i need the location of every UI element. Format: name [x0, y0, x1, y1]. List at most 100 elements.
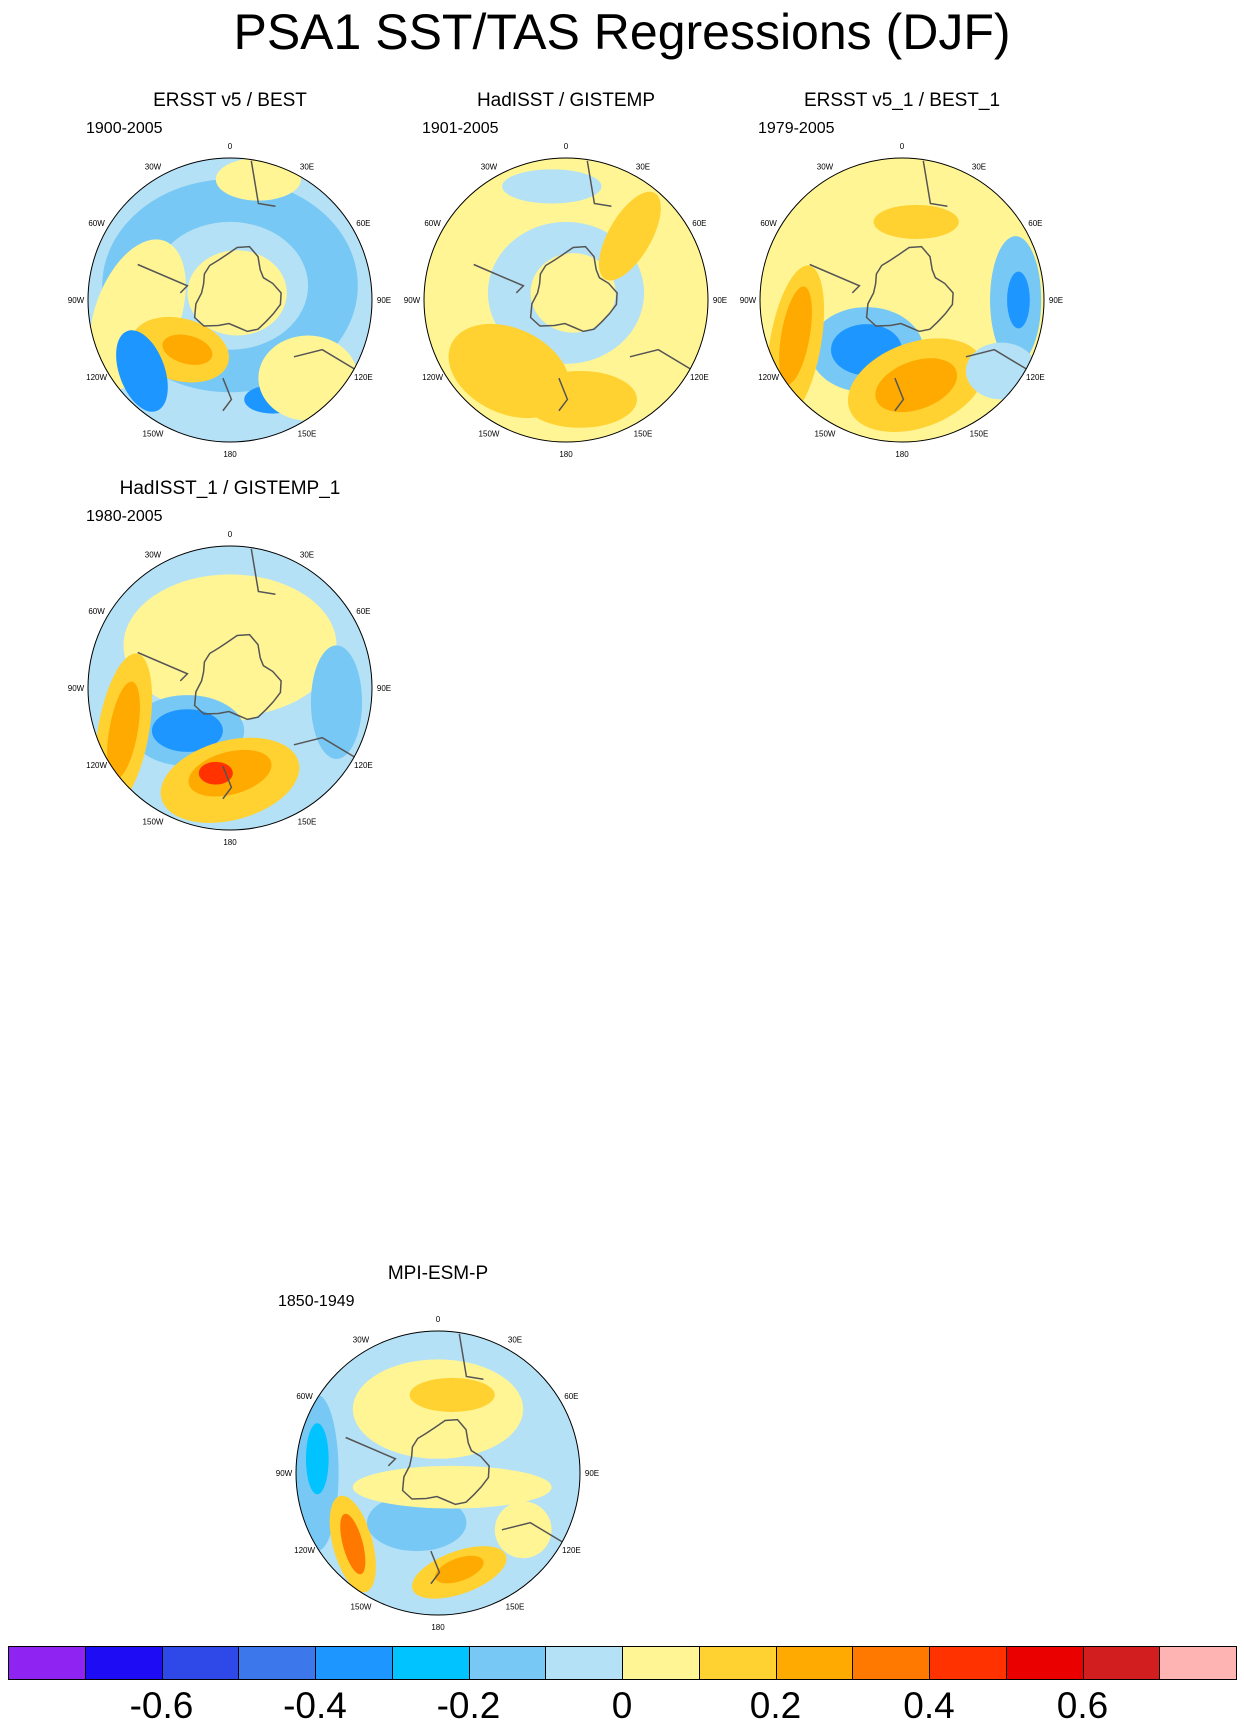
- longitude-label: 120W: [86, 761, 107, 770]
- longitude-label: 0: [228, 530, 233, 539]
- coastline: [345, 1436, 397, 1467]
- anomaly-contour: [409, 1377, 495, 1412]
- longitude-label: 30W: [817, 163, 834, 172]
- colorbar-box: [1005, 1646, 1084, 1680]
- longitude-label: 150E: [298, 817, 317, 826]
- colorbar-tick-label: -0.2: [436, 1685, 501, 1726]
- colorbar-box: [929, 1646, 1007, 1680]
- longitude-label: 120W: [758, 373, 779, 382]
- anomaly-contour: [779, 286, 812, 385]
- longitude-label: 150E: [298, 429, 317, 438]
- anomaly-contour: [258, 335, 358, 421]
- longitude-label: 60E: [564, 1392, 578, 1401]
- longitude-label: 120E: [562, 1546, 581, 1555]
- longitude-label: 120E: [1026, 373, 1045, 382]
- longitude-label: 30E: [972, 163, 986, 172]
- map-border: [87, 157, 373, 443]
- longitude-label: 60E: [356, 219, 370, 228]
- map-panel-mpi-esm-p: MPI-ESM-P 1850-1949 0 30E 60E 90E 120E 150E 18…: [258, 1263, 618, 1663]
- coastline: [922, 160, 948, 208]
- map-panel-hadisst-1-gistemp-1: HadISST_1 / GISTEMP_1 1980-2005 0 30E 60E 9…: [50, 478, 410, 878]
- longitude-label: 150E: [970, 429, 989, 438]
- colorbar-tick-label: 0.2: [749, 1685, 802, 1726]
- colorbar-box: [315, 1646, 393, 1680]
- coastline: [250, 548, 276, 596]
- anomaly-contour: [305, 1423, 329, 1495]
- panel-title: ERSST v5 / BEST: [153, 90, 307, 111]
- longitude-label: 90W: [68, 296, 85, 305]
- map-panel-ersst-1-best-1: ERSST v5_1 / BEST_1 1979-2005 0 30E 60E 90E…: [722, 90, 1082, 490]
- longitude-label: 150E: [634, 429, 653, 438]
- colorbar-box: [161, 1646, 240, 1680]
- polar-map: 0 30E 60E 90E 120E 150E 180 150W 120W 90W 60W 30W: [276, 1315, 599, 1632]
- longitude-label: 30W: [481, 163, 498, 172]
- anomaly-contour: [162, 334, 213, 365]
- colorbar-tick-label: -0.4: [283, 1685, 347, 1726]
- polar-map: 0 30E 60E 90E 120E 150E 180 150W 120W 90W 60W 30W: [404, 142, 727, 459]
- longitude-label: 180: [223, 838, 237, 847]
- colorbar-tick-label: 0.6: [1056, 1685, 1109, 1726]
- polar-map: 0 30E 60E 90E 120E 150E 180 150W 120W 90W 60W 30W: [68, 142, 391, 459]
- map-panel-ersst-best: ERSST v5 / BEST 1900-2005 0 30E 60E 90E 120E…: [50, 90, 410, 490]
- colorbar-box: [622, 1646, 700, 1680]
- colorbar-box: [1159, 1646, 1237, 1680]
- antarctica-coastline: [865, 245, 954, 333]
- longitude-label: 0: [228, 142, 233, 151]
- coastline: [430, 1550, 441, 1585]
- longitude-label: 60E: [1028, 219, 1042, 228]
- coastline: [137, 651, 189, 682]
- longitude-label: 120E: [354, 761, 373, 770]
- longitude-label: 120W: [86, 373, 107, 382]
- anomaly-contour: [340, 1513, 366, 1575]
- polar-map: 0 30E 60E 90E 120E 150E 180 150W 120W 90W 60W 30W: [740, 142, 1063, 459]
- longitude-label: 60E: [356, 607, 370, 616]
- antarctica-coastline: [193, 633, 282, 721]
- coastline: [458, 1333, 484, 1381]
- longitude-label: 30E: [300, 551, 314, 560]
- longitude-label: 30W: [145, 551, 162, 560]
- longitude-label: 180: [895, 450, 909, 459]
- panel-title: HadISST / GISTEMP: [476, 90, 656, 111]
- colorbar-box: [775, 1646, 854, 1680]
- map-border: [423, 157, 709, 443]
- anomaly-contour: [151, 709, 223, 752]
- anomaly-contour: [523, 371, 637, 428]
- longitude-label: 120E: [690, 373, 709, 382]
- longitude-label: 0: [436, 1315, 441, 1324]
- longitude-label: 150W: [815, 429, 836, 438]
- colorbar-box: [391, 1646, 470, 1680]
- coastline: [586, 160, 612, 208]
- map-panel-hadisst-gistemp: HadISST / GISTEMP 1901-2005 0 30E 60E 90E 12…: [386, 90, 746, 490]
- longitude-label: 150E: [506, 1602, 525, 1611]
- anomaly-contour: [502, 169, 602, 204]
- longitude-label: 150W: [351, 1602, 372, 1611]
- longitude-label: 180: [431, 1623, 445, 1632]
- anomaly-contour: [434, 1555, 484, 1584]
- panel-period: 1850-1949: [278, 1293, 355, 1310]
- anomaly-contour: [875, 358, 958, 413]
- colorbar-box: [1082, 1646, 1161, 1680]
- coastline: [629, 348, 695, 372]
- longitude-label: 90E: [377, 296, 391, 305]
- figure-title: PSA1 SST/TAS Regressions (DJF): [233, 4, 1011, 60]
- anomaly-contour: [530, 253, 616, 333]
- colorbar-tick-label: -0.6: [129, 1685, 194, 1726]
- anomaly-contour: [598, 191, 661, 281]
- colorbar-box: [84, 1646, 163, 1680]
- anomaly-contour: [965, 342, 1037, 400]
- longitude-label: 30W: [353, 1336, 370, 1345]
- longitude-label: 60W: [296, 1392, 313, 1401]
- longitude-label: 120W: [294, 1546, 315, 1555]
- panel-period: 1901-2005: [422, 120, 499, 137]
- longitude-label: 90W: [276, 1469, 293, 1478]
- anomaly-contour: [116, 330, 168, 412]
- colorbar-box: [468, 1646, 547, 1680]
- anomaly-contour: [310, 645, 363, 759]
- longitude-label: 180: [223, 450, 237, 459]
- colorbar-box: [8, 1646, 86, 1680]
- coastline: [501, 1521, 567, 1545]
- longitude-label: 30E: [508, 1336, 522, 1345]
- coastline: [894, 377, 905, 412]
- colorbar-tick-label: 0.4: [903, 1685, 955, 1726]
- coastline: [558, 377, 569, 412]
